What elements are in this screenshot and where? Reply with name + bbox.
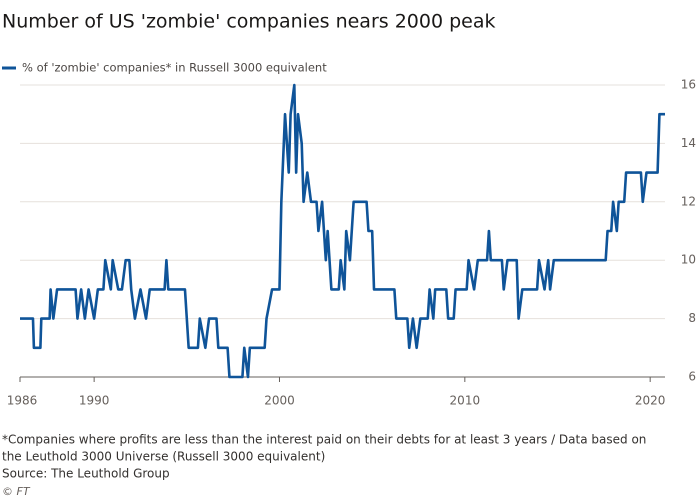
x-tick-label: 1986	[7, 394, 38, 408]
chart-title: Number of US 'zombie' companies nears 20…	[2, 11, 496, 33]
y-tick-label: 14	[681, 136, 696, 150]
x-tick-label: 1990	[79, 394, 110, 408]
y-tick-label: 16	[681, 78, 696, 92]
y-tick-label: 10	[681, 253, 696, 267]
credit: © FT	[2, 485, 31, 498]
y-tick-label: 8	[688, 311, 696, 325]
footnote: *Companies where profits are less than t…	[2, 433, 646, 447]
y-tick-label: 6	[688, 370, 696, 384]
legend-label: % of 'zombie' companies* in Russell 3000…	[22, 61, 327, 75]
x-tick-label: 2010	[450, 394, 481, 408]
x-tick-label: 2000	[264, 394, 295, 408]
x-tick-label: 2020	[635, 394, 666, 408]
data-line	[20, 83, 665, 379]
y-tick-label: 12	[681, 194, 696, 208]
footnote: the Leuthold 3000 Universe (Russell 3000…	[2, 450, 325, 464]
source: Source: The Leuthold Group	[2, 467, 170, 481]
